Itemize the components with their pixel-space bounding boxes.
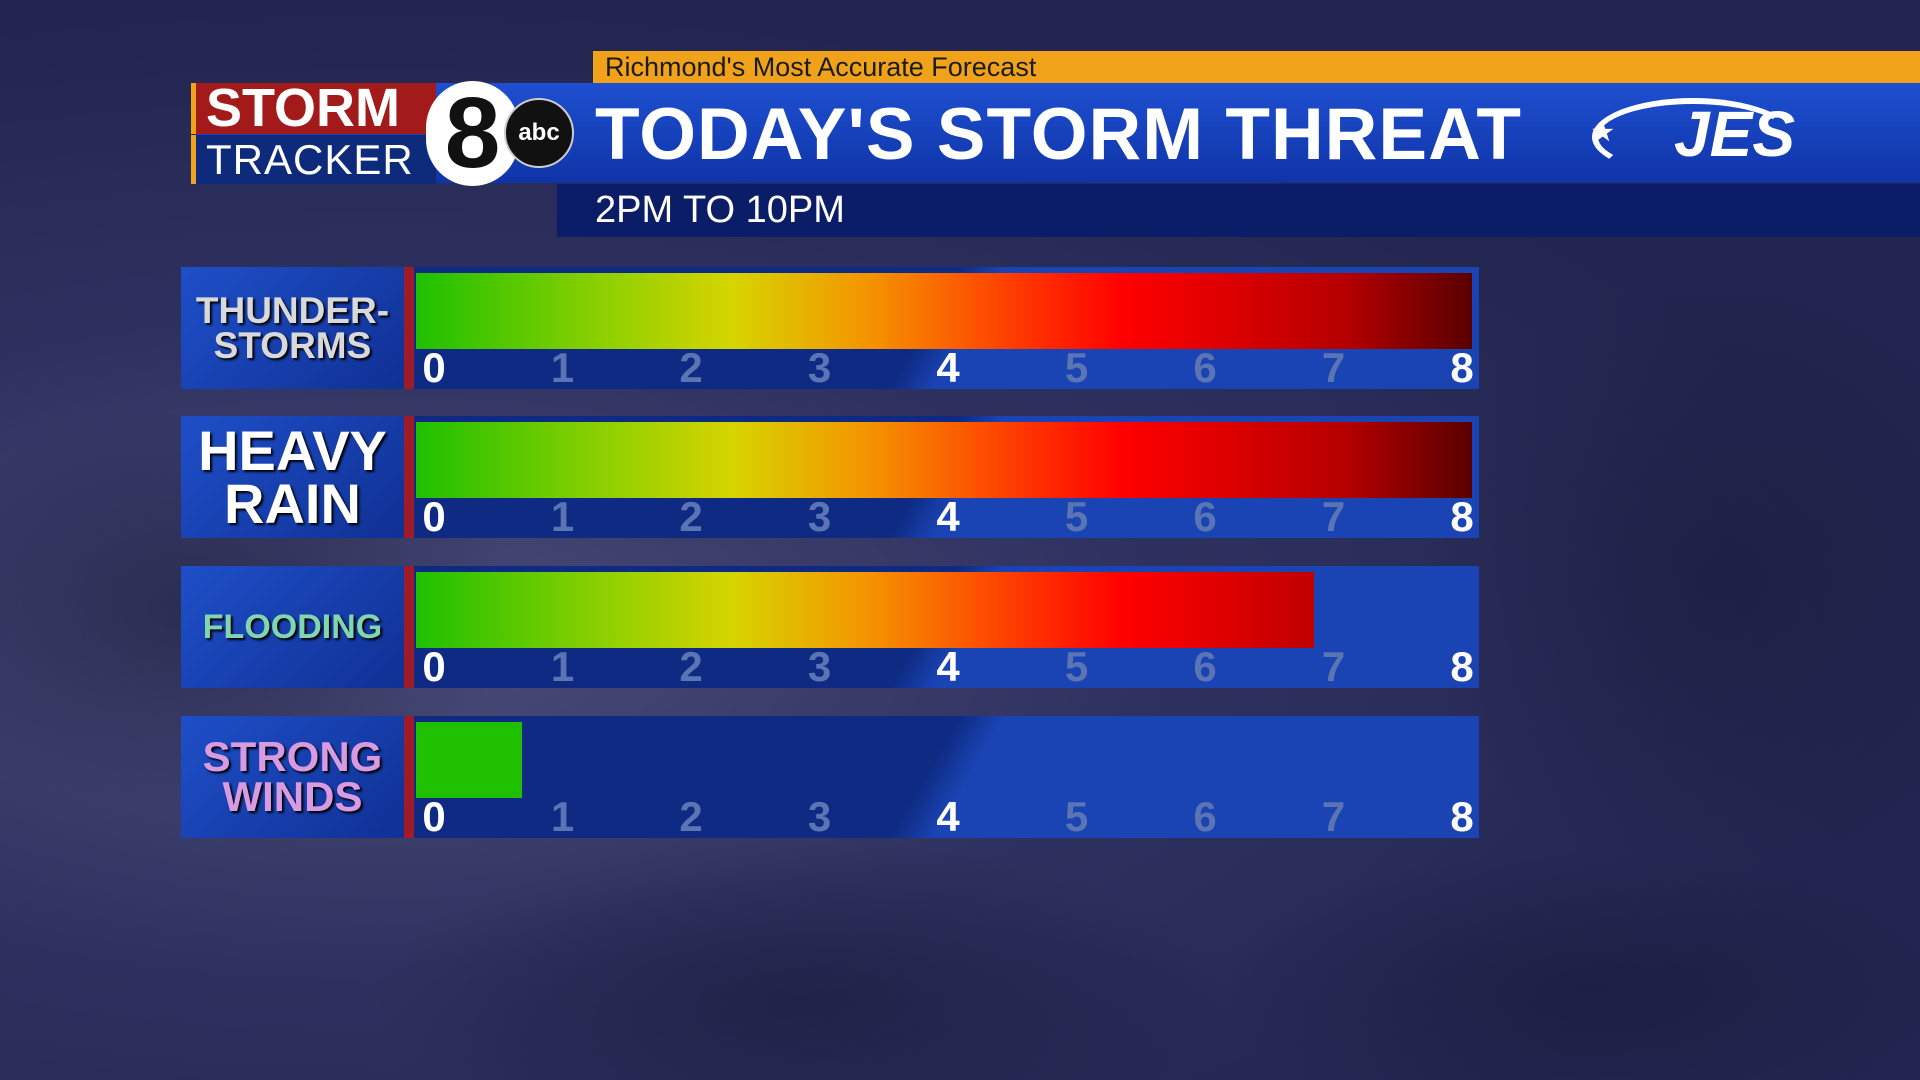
scale-tick-label: 2 (679, 344, 703, 391)
scale-tick-label: 3 (807, 493, 832, 540)
threat-meter-track: 0 1 2 3 4 5 6 7 8 (414, 716, 1479, 838)
star-icon: ★ (1592, 119, 1614, 146)
divider (404, 566, 414, 688)
stormtracker8-logo: STORM TRACKER 8 abc (181, 81, 574, 186)
threat-label: THUNDER- STORMS (181, 267, 404, 389)
threat-label-line: HEAVY (198, 418, 387, 482)
scale-tick-label: 8 (1450, 643, 1474, 690)
scale-tick-label: 4 (936, 344, 960, 391)
scale-tick-label: 2 (679, 643, 703, 690)
scale-tick-label: 7 (1321, 643, 1346, 690)
scale-tick-label: 4 (936, 643, 960, 690)
threat-row: THUNDER- STORMS 0 1 2 3 4 5 6 7 8 (181, 267, 1479, 389)
scale-tick-label: 7 (1321, 493, 1346, 540)
scale-tick-label: 3 (807, 793, 832, 840)
threat-row: HEAVY RAIN 0 1 2 3 4 5 6 7 8 (181, 416, 1479, 538)
threat-label-line: STORMS (213, 325, 372, 366)
scale-tick-label: 1 (550, 643, 575, 690)
threat-label-line: STRONG (202, 733, 383, 781)
threat-label: FLOODING (181, 566, 404, 688)
scale-tick-label: 1 (550, 344, 575, 391)
scale-tick-label: 5 (1064, 493, 1089, 540)
scale-tick-label: 7 (1321, 344, 1346, 391)
threat-label: STRONG WINDS (181, 716, 404, 838)
time-range: 2PM TO 10PM (595, 189, 845, 231)
scale-tick-label: 1 (550, 793, 575, 840)
scale-tick-label: 7 (1321, 793, 1346, 840)
abc-logo: abc (504, 98, 574, 168)
threat-label: HEAVY RAIN (181, 416, 404, 538)
threat-row: STRONG WINDS 0 1 2 3 4 5 6 7 8 (181, 716, 1479, 838)
scale-tick-label: 6 (1193, 493, 1217, 540)
divider (404, 716, 414, 838)
sponsor-logo: ★ JES (1587, 96, 1795, 176)
scale-tick-label: 3 (807, 643, 832, 690)
threat-row: FLOODING 0 1 2 3 4 5 6 7 8 (181, 566, 1479, 688)
scale-tick-label: 3 (807, 344, 832, 391)
logo-storm-text: STORM (191, 81, 436, 135)
scale-tick-label: 0 (422, 493, 446, 540)
scale-tick-label: 0 (422, 344, 446, 391)
scale-tick-label: 2 (679, 793, 703, 840)
threat-level-fill (416, 422, 1472, 498)
threat-level-fill (416, 722, 522, 798)
divider (404, 416, 414, 538)
scale-tick-label: 0 (422, 643, 446, 690)
scale-tick-label: 5 (1064, 793, 1089, 840)
threat-label-line: FLOODING (202, 607, 383, 646)
scale-tick-label: 5 (1064, 344, 1089, 391)
tagline-banner: Richmond's Most Accurate Forecast (593, 51, 1920, 83)
scale-tick-label: 6 (1193, 793, 1217, 840)
scale-tick-label: 5 (1064, 643, 1089, 690)
logo-tracker-text: TRACKER (191, 135, 436, 184)
scale-tick-label: 0 (422, 793, 446, 840)
scale-tick-label: 2 (679, 493, 703, 540)
threat-level-fill (416, 273, 1472, 349)
logo-channel-number: 8 (426, 81, 519, 186)
threat-label-line: WINDS (222, 773, 363, 820)
scale-tick-label: 4 (936, 793, 960, 840)
threat-meter-track: 0 1 2 3 4 5 6 7 8 (414, 566, 1479, 688)
threat-meter-track: 0 1 2 3 4 5 6 7 8 (414, 416, 1479, 538)
divider (404, 267, 414, 389)
page-title: TODAY'S STORM THREAT (595, 94, 1522, 175)
scale-tick-label: 6 (1193, 344, 1217, 391)
subtitle-banner (557, 184, 1920, 237)
scale-tick-label: 8 (1450, 793, 1474, 840)
scale-tick-label: 1 (550, 493, 575, 540)
threat-level-fill (416, 572, 1314, 648)
scale-tick-label: 8 (1450, 344, 1474, 391)
threat-meter-track: 0 1 2 3 4 5 6 7 8 (414, 267, 1479, 389)
threat-label-line: THUNDER- (195, 289, 390, 331)
swoosh-icon (1592, 98, 1794, 176)
scale-tick-label: 6 (1193, 643, 1217, 690)
threat-label-line: RAIN (224, 472, 361, 535)
scale-tick-label: 8 (1450, 493, 1474, 540)
scale-tick-label: 4 (936, 493, 960, 540)
